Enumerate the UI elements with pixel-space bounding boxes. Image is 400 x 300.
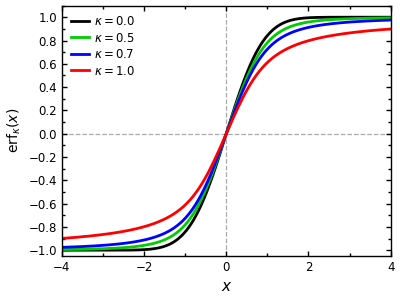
X-axis label: $x$: $x$ (220, 279, 232, 294)
$\kappa = 0.7$ (388, 18, 393, 22)
$\kappa = 0.0$ (60, 248, 64, 252)
$\kappa = 1.0$ (190, 196, 194, 200)
$\kappa = 1.0$ (266, 59, 271, 63)
$\kappa = 0.0$ (297, 17, 302, 20)
$\kappa = 0.7$ (266, 46, 271, 50)
$\kappa = 1.0$ (167, 215, 172, 219)
$\kappa = 0.7$ (297, 28, 302, 31)
$\kappa = 1.0$ (298, 41, 303, 45)
$\kappa = 1.0$ (60, 237, 64, 240)
$\kappa = 0.7$ (99, 244, 104, 247)
$\kappa = 0.7$ (190, 208, 194, 211)
$\kappa = 0.0$ (298, 16, 303, 20)
Line: $\kappa = 0.0$: $\kappa = 0.0$ (62, 17, 391, 250)
$\kappa = 0.5$ (60, 248, 64, 251)
$\kappa = 0.5$ (388, 16, 393, 20)
$\kappa = 1.0$ (297, 42, 302, 45)
$\kappa = 0.5$ (99, 247, 104, 250)
$\kappa = 0.7$ (60, 246, 64, 249)
$\kappa = 0.5$ (297, 22, 302, 26)
Legend: $\kappa = 0.0$, $\kappa = 0.5$, $\kappa = 0.7$, $\kappa = 1.0$: $\kappa = 0.0$, $\kappa = 0.5$, $\kappa … (68, 11, 138, 81)
$\kappa = 0.5$ (190, 214, 194, 217)
$\kappa = 0.7$ (298, 28, 303, 31)
Line: $\kappa = 1.0$: $\kappa = 1.0$ (62, 29, 391, 238)
$\kappa = 0.0$ (190, 220, 194, 224)
$\kappa = 0.0$ (388, 15, 393, 19)
$\kappa = 1.0$ (388, 27, 393, 31)
$\kappa = 0.0$ (266, 32, 271, 36)
Line: $\kappa = 0.7$: $\kappa = 0.7$ (62, 20, 391, 248)
$\kappa = 1.0$ (99, 233, 104, 236)
$\kappa = 0.5$ (266, 39, 271, 43)
$\kappa = 0.5$ (167, 236, 172, 239)
Line: $\kappa = 0.5$: $\kappa = 0.5$ (62, 18, 391, 250)
$\kappa = 0.5$ (298, 22, 303, 25)
$\kappa = 0.0$ (99, 248, 104, 252)
$\kappa = 0.7$ (167, 229, 172, 233)
Y-axis label: $\mathrm{erf}_\kappa(x)$: $\mathrm{erf}_\kappa(x)$ (6, 108, 23, 153)
$\kappa = 0.0$ (167, 243, 172, 246)
